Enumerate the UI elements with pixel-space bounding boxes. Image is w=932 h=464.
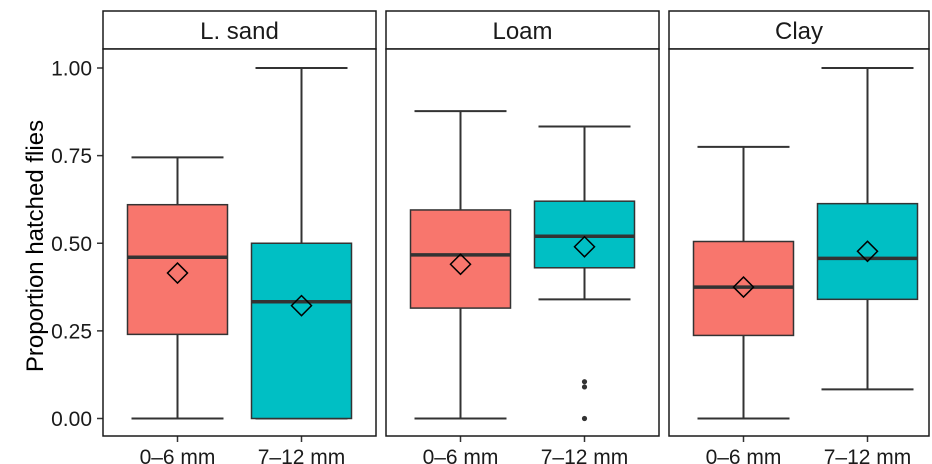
box-group (816, 67, 919, 391)
facet-strip (102, 10, 377, 50)
mean-marker (856, 240, 879, 263)
x-tick-label: 0–6 mm (423, 446, 499, 464)
y-axis: 0.00 0.25 0.50 0.75 1.00 (51, 58, 103, 431)
facet-panel: Clay 0–6 mm 7–12 mm (668, 10, 930, 464)
outlier-point (581, 379, 588, 385)
mean-marker (166, 261, 189, 285)
y-tick-label: 0.75 (51, 145, 92, 168)
x-tick-label: 0–6 mm (706, 446, 782, 464)
facet-strip-label: Clay (775, 18, 823, 45)
box (250, 242, 353, 420)
x-tick-label: 7–12 mm (541, 446, 629, 464)
x-tick-label: 0–6 mm (140, 446, 216, 464)
panel-border (102, 48, 377, 437)
box-group (692, 145, 795, 420)
mean-marker (732, 276, 755, 299)
box (126, 203, 229, 336)
x-tick-label: 7–12 mm (824, 446, 912, 464)
facet-strip-label: Loam (492, 18, 552, 45)
facet-panel: Loam 0–6 mm 7–12 mm (385, 10, 660, 464)
y-tick-label: 1.00 (51, 58, 92, 81)
facet-strip (385, 10, 660, 50)
x-tick-label: 7–12 mm (258, 446, 346, 464)
facet-strip-label: L. sand (200, 18, 279, 45)
facet-panel: L. sand 0–6 mm 7–12 mm (102, 10, 377, 464)
y-axis-title: Proportion hatched flies (22, 120, 49, 372)
y-tick-label: 0.00 (51, 408, 92, 431)
box-group (250, 67, 353, 420)
panel-border (668, 48, 930, 437)
mean-marker (449, 253, 472, 276)
panel-border (385, 48, 660, 437)
box-group (533, 125, 636, 422)
facet-strip (668, 10, 930, 50)
box-group (126, 156, 229, 420)
outlier-point (581, 415, 588, 422)
box (409, 209, 512, 309)
mean-marker (573, 235, 596, 258)
y-tick-label: 0.50 (51, 233, 92, 256)
mean-marker (290, 294, 313, 317)
y-tick-label: 0.25 (51, 320, 92, 343)
box (816, 202, 919, 301)
box-group (409, 110, 512, 420)
outlier-point (581, 384, 588, 390)
